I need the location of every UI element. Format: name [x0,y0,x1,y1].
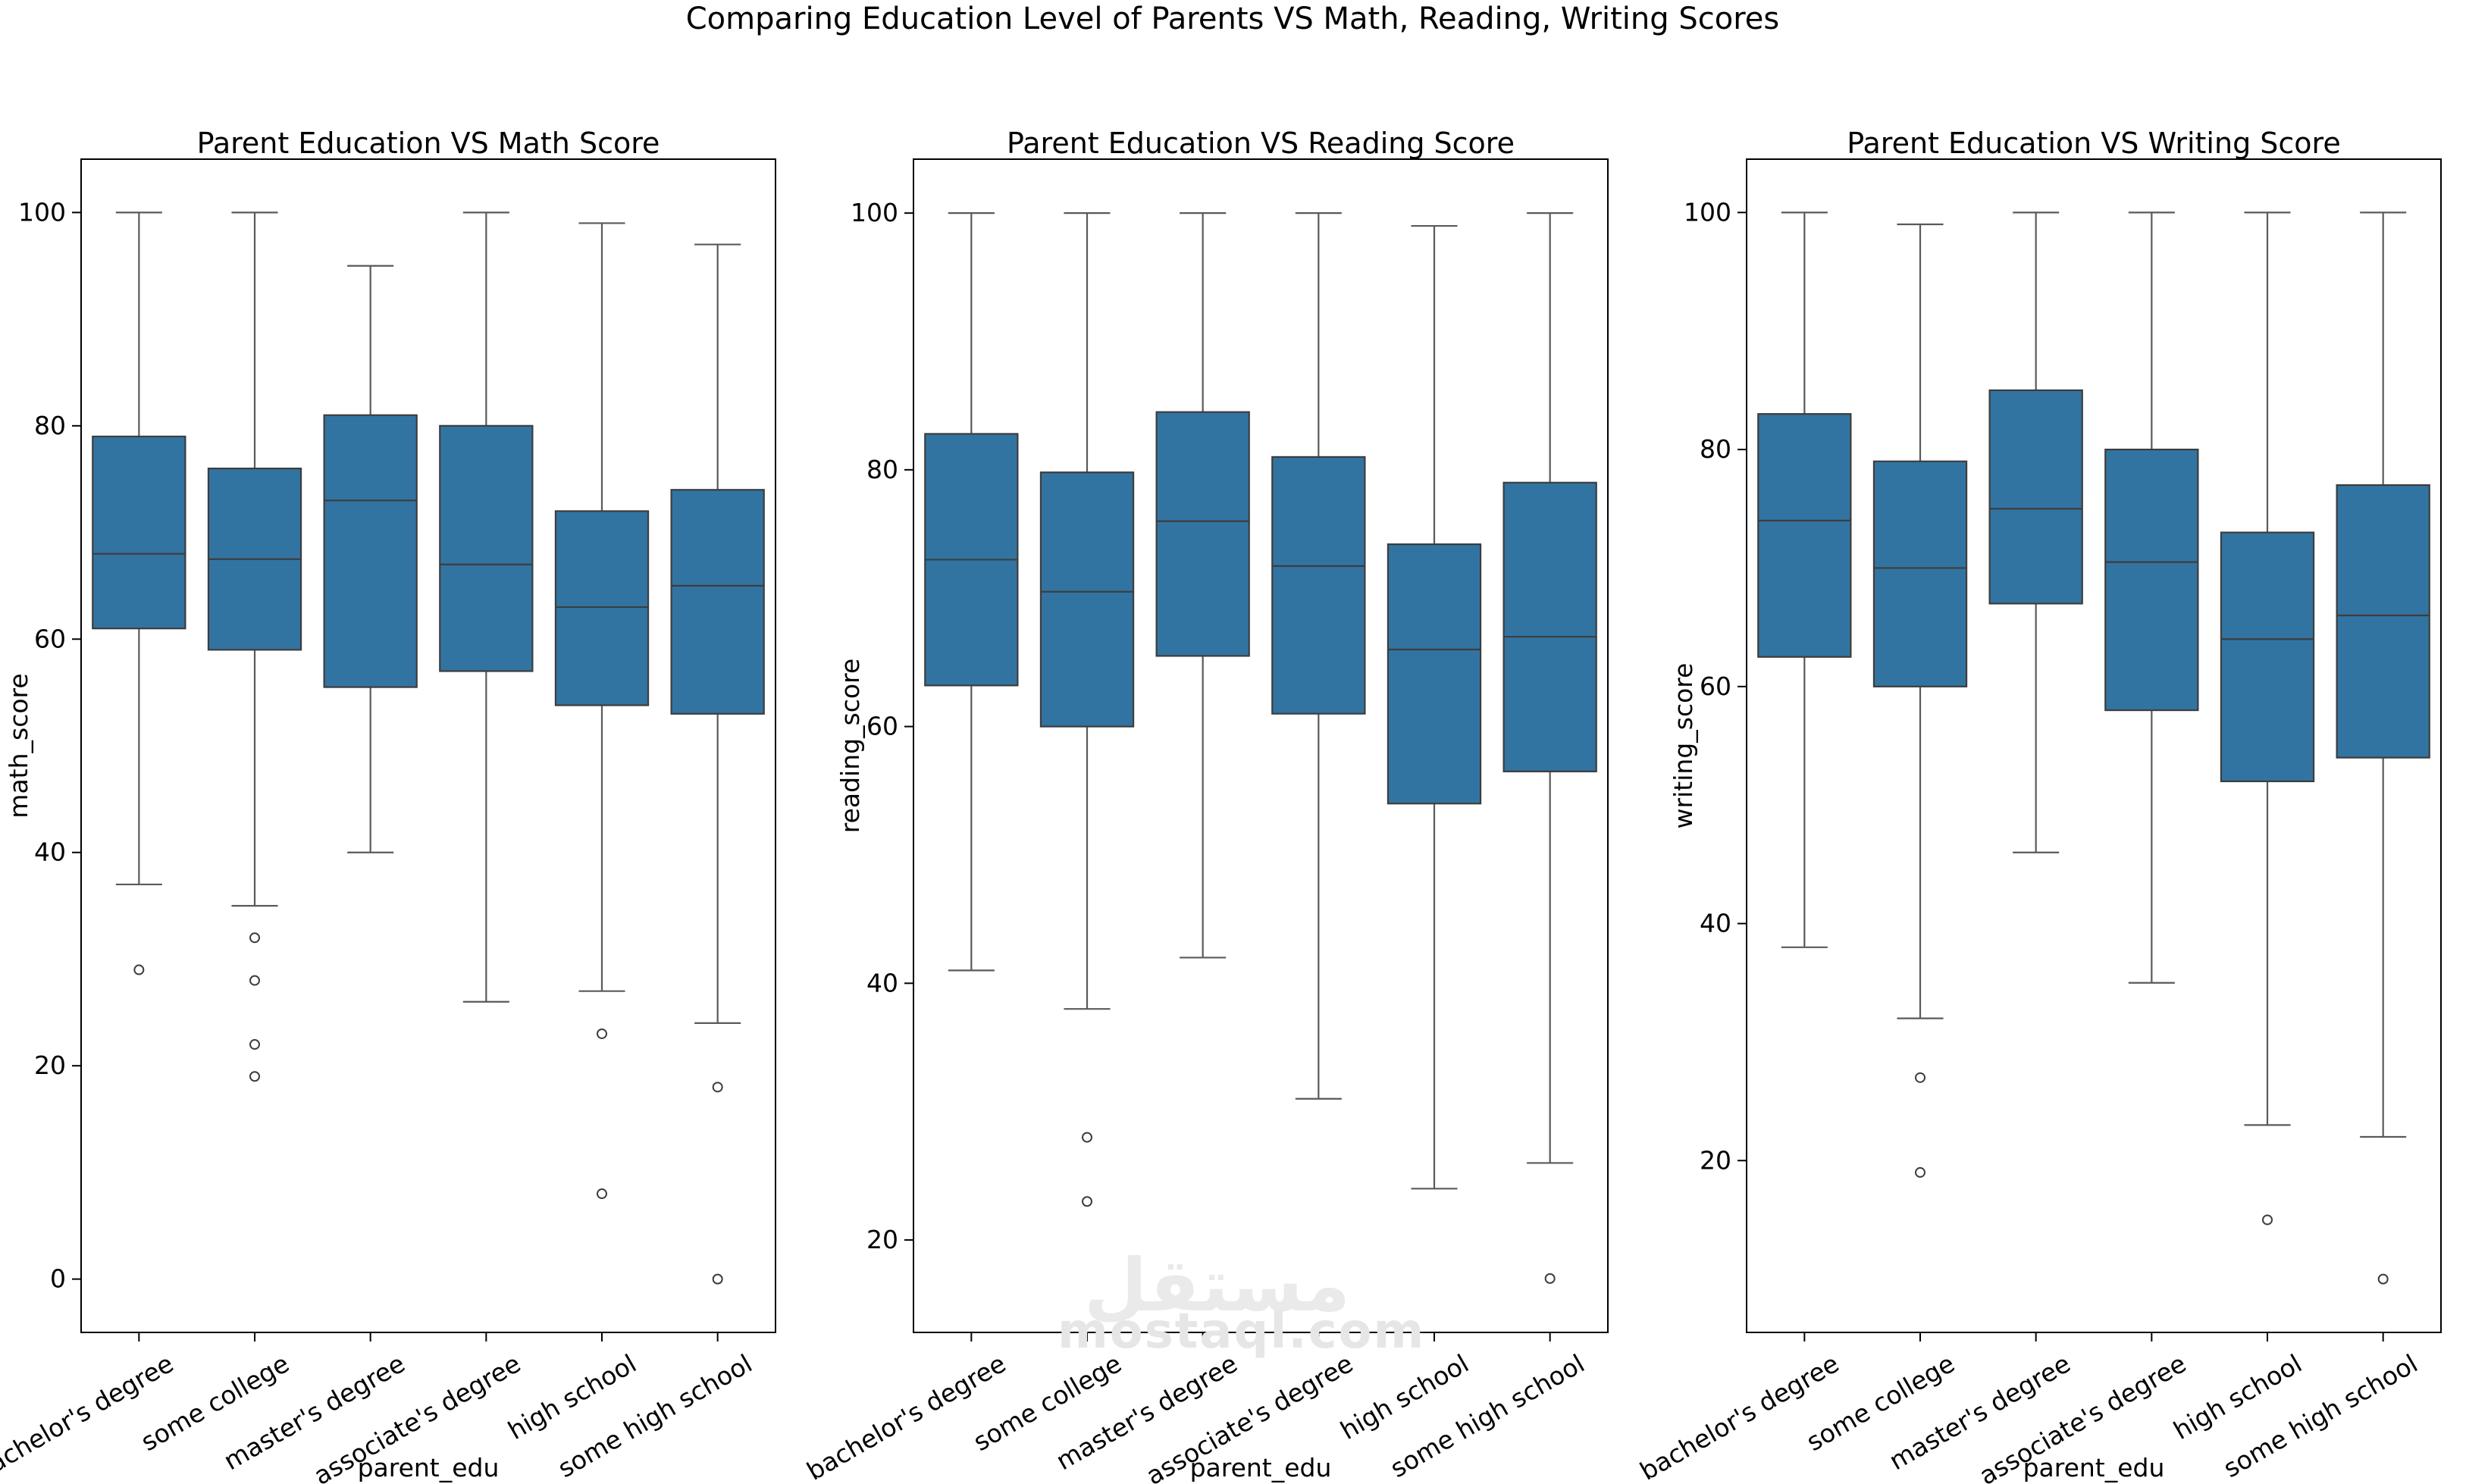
watermark-text: mostaql.com [1058,1304,1426,1360]
y-tick-label: 80 [1700,434,1731,464]
box-group [1757,211,2430,1285]
y-tick-label: 60 [866,712,898,741]
y-tick-label: 20 [34,1050,66,1080]
y-tick-label: 40 [1700,909,1731,938]
outlier-point [249,975,260,986]
y-axis-label: writing_score [1669,663,1698,829]
box-high-school [2220,531,2315,783]
box-group [924,212,1597,1284]
box-some-college [1039,471,1135,728]
box-high-school [1387,543,1482,805]
outlier-point [2262,1214,2273,1226]
x-tick-label: bachelor's degree [0,1348,178,1484]
y-tick-label: 20 [1700,1145,1731,1175]
panel-writing: Parent Education VS Writing Score 20 40 60… [1635,127,2442,1484]
outlier-point [1915,1166,1925,1178]
panel-title: Parent Education VS Writing Score [1847,127,2340,160]
y-ticks: 20 40 60 80 100 [851,198,913,1254]
watermark-logo: مستقل [1084,1243,1351,1328]
panel-math: Parent Education VS Math Score 0 20 40 60 80… [0,127,776,1484]
box-group [92,211,765,1285]
outlier-point [1544,1273,1556,1284]
box-bachelor-s-degree [1757,413,1852,658]
y-tick-label: 0 [50,1264,66,1294]
outlier-point [712,1273,723,1285]
y-tick-label: 40 [866,968,898,997]
outlier-point [1915,1072,1925,1083]
y-tick-label: 100 [851,198,898,227]
plot-frame [1746,158,2442,1333]
y-tick-label: 80 [34,411,66,440]
outlier-point [133,964,145,975]
y-tick-label: 100 [1684,197,1731,227]
outlier-point [1082,1196,1092,1207]
figure-title: Comparing Education Level of Parents VS … [686,2,1780,36]
box-associate-s-degree [439,424,534,672]
box-associate-s-degree [1271,456,1366,715]
outlier-point [597,1028,607,1039]
x-tick-label: bachelor's degree [1635,1348,1844,1484]
box-master-s-degree [1155,411,1250,657]
y-ticks: 20 40 60 80 100 [1684,197,1747,1175]
x-tick-label: some high school [1385,1348,1589,1483]
plot-frame [80,158,776,1333]
box-some-high-school [2336,484,2430,759]
box-master-s-degree [323,414,418,688]
box-some-college [1872,460,1968,687]
outlier-point [712,1082,723,1093]
y-ticks: 0 20 40 60 80 100 [18,197,81,1294]
panel-title: Parent Education VS Math Score [197,127,660,160]
y-tick-label: 40 [34,837,66,867]
y-tick-label: 60 [34,624,66,653]
y-tick-label: 60 [1700,672,1731,701]
outlier-point [249,1039,260,1050]
y-tick-label: 100 [18,197,66,227]
outlier-point [249,1071,260,1082]
x-tick-label: some high school [553,1348,757,1483]
box-bachelor-s-degree [92,435,186,630]
box-high-school [554,510,650,706]
box-some-high-school [670,489,765,715]
x-tick-label: some high school [2218,1348,2422,1483]
box-some-high-school [1502,481,1597,772]
y-tick-label: 20 [866,1225,898,1254]
x-axis-label: parent_edu [358,1453,500,1482]
y-tick-label: 80 [866,455,898,484]
outlier-point [597,1188,607,1200]
outlier-point [2377,1273,2389,1285]
outlier-point [1082,1132,1092,1143]
box-master-s-degree [1988,389,2083,605]
y-axis-label: math_score [4,673,33,818]
box-associate-s-degree [2104,448,2199,712]
x-tick-label: bachelor's degree [802,1348,1011,1484]
outlier-point [249,932,260,944]
x-axis-label: parent_edu [2023,1453,2165,1482]
panel-title: Parent Education VS Reading Score [1007,127,1515,160]
y-axis-label: reading_score [835,659,865,834]
plot-frame [913,158,1609,1333]
x-axis-label: parent_edu [1190,1453,1332,1482]
